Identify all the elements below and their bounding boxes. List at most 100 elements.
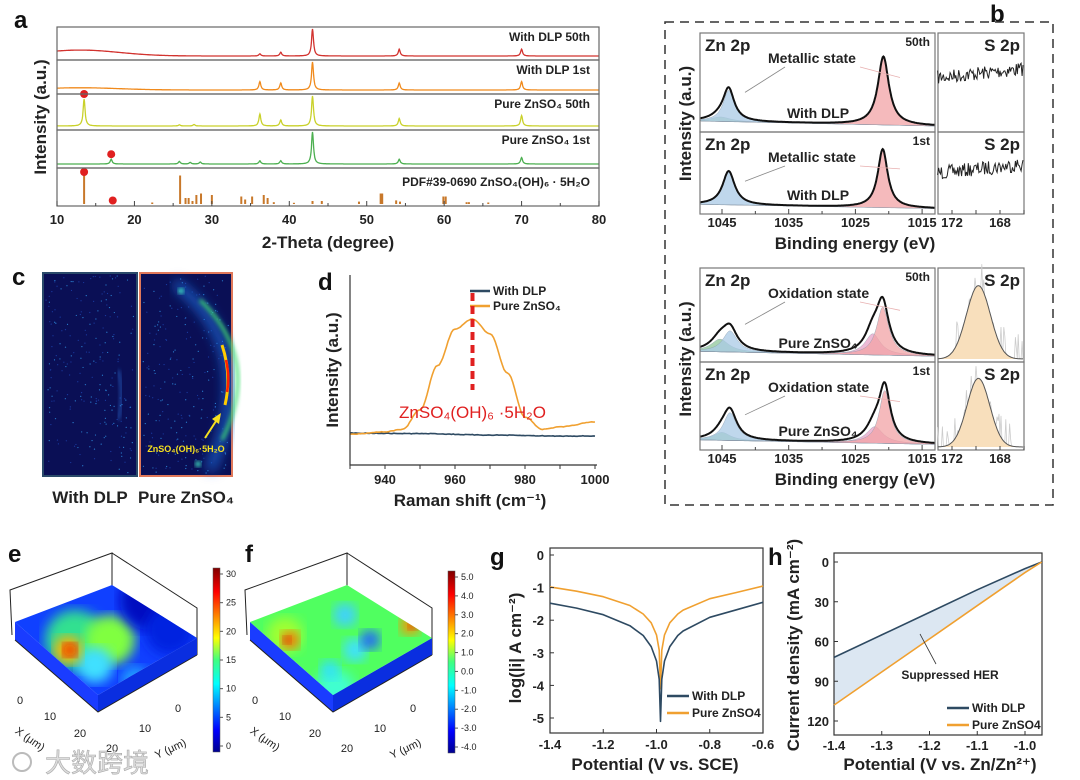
signal-dot bbox=[119, 292, 121, 294]
signal-dot bbox=[99, 276, 101, 278]
y-axis-title: Intensity (a.u.) bbox=[676, 66, 695, 181]
signal-dot bbox=[95, 400, 97, 402]
signal-dot bbox=[202, 439, 204, 441]
signal-dot bbox=[161, 399, 164, 401]
signal-dot bbox=[64, 398, 66, 400]
signal-dot bbox=[57, 364, 59, 366]
panel-letter-a: a bbox=[14, 7, 28, 34]
colorbar-tick-label: 20 bbox=[226, 626, 236, 636]
x-tick-label: 0 bbox=[252, 695, 258, 707]
y-tick-label: -4 bbox=[532, 678, 544, 693]
signal-dot bbox=[118, 446, 121, 448]
signal-dot bbox=[76, 297, 78, 300]
figure-layer: a b c d e f g h With DLP 50th With DLP 1st Pure Zn… bbox=[8, 1, 1054, 778]
signal-dot bbox=[205, 337, 208, 339]
legend-label: With DLP bbox=[692, 689, 745, 703]
signal-dot bbox=[49, 387, 51, 389]
panel-letter-c: c bbox=[12, 264, 25, 291]
signal-dot bbox=[186, 331, 189, 333]
signal-dot bbox=[130, 449, 132, 452]
signal-dot bbox=[105, 423, 107, 425]
signal-dot bbox=[125, 399, 127, 401]
colorbar-tick-label: 3.0 bbox=[461, 610, 474, 620]
signal-dot bbox=[176, 359, 178, 361]
signal-dot bbox=[80, 300, 82, 302]
signal-dot bbox=[100, 300, 102, 302]
signal-dot bbox=[155, 467, 157, 469]
signal-dot bbox=[103, 291, 105, 293]
signal-dot bbox=[51, 400, 53, 402]
signal-dot bbox=[218, 358, 220, 360]
y-tick-label: 90 bbox=[815, 674, 829, 689]
signal-dot bbox=[104, 417, 106, 420]
xps-component-fill bbox=[700, 390, 935, 445]
signal-dot bbox=[174, 446, 176, 448]
state-annotation: Oxidation state bbox=[768, 285, 869, 301]
xrd-series-line bbox=[57, 131, 599, 165]
signal-dot bbox=[95, 403, 97, 405]
xrd-series-label: Pure ZnSO₄ 50th bbox=[494, 97, 590, 111]
x-axis-title: Raman shift (cm⁻¹) bbox=[394, 491, 547, 510]
signal-dot bbox=[72, 280, 74, 283]
signal-dot bbox=[121, 455, 123, 457]
xrd-series-line bbox=[57, 61, 599, 91]
signal-dot bbox=[148, 368, 150, 370]
signal-dot bbox=[125, 426, 127, 428]
signal-dot bbox=[113, 422, 115, 425]
signal-dot bbox=[208, 281, 210, 284]
signal-dot bbox=[157, 398, 159, 401]
signal-dot bbox=[158, 297, 161, 299]
signal-dot bbox=[89, 363, 91, 365]
signal-dot bbox=[193, 321, 195, 323]
signal-dot bbox=[152, 397, 154, 399]
signal-dot bbox=[70, 361, 72, 363]
colorbar-tick-label: -2.0 bbox=[461, 704, 477, 714]
signal-dot bbox=[197, 470, 199, 472]
signal-dot bbox=[222, 391, 224, 393]
state-annotation: Metallic state bbox=[768, 149, 856, 165]
signal-dot bbox=[213, 345, 215, 347]
signal-dot bbox=[186, 391, 188, 394]
signal-dot bbox=[201, 409, 203, 411]
signal-dot bbox=[160, 295, 162, 297]
signal-dot bbox=[120, 420, 122, 422]
signal-dot bbox=[94, 275, 96, 278]
s-2p-peak-fill bbox=[937, 378, 1024, 447]
signal-dot bbox=[113, 405, 115, 407]
signal-dot bbox=[146, 367, 148, 369]
signal-dot bbox=[143, 301, 145, 304]
signal-dot bbox=[88, 351, 90, 353]
signal-dot bbox=[191, 468, 193, 470]
signal-dot bbox=[198, 398, 200, 400]
signal-dot bbox=[213, 368, 215, 371]
signal-dot bbox=[64, 346, 67, 348]
panel-letter-g: g bbox=[490, 544, 505, 571]
signal-dot bbox=[94, 434, 97, 436]
signal-dot bbox=[197, 350, 199, 352]
signal-dot bbox=[181, 373, 183, 376]
x-tick-label: 1015 bbox=[908, 215, 937, 230]
signal-dot bbox=[155, 420, 157, 422]
xrd-series-label: With DLP 1st bbox=[516, 63, 590, 77]
signal-dot bbox=[157, 324, 159, 326]
colorbar-tick-label: 5.0 bbox=[461, 572, 474, 582]
signal-dot bbox=[90, 277, 92, 280]
signal-dot bbox=[108, 306, 111, 309]
annotation-leader bbox=[859, 66, 901, 78]
colorbar-tick-label: -3.0 bbox=[461, 723, 477, 733]
colorbar-tick-label: 4.0 bbox=[461, 591, 474, 601]
sample-label: With DLP bbox=[787, 105, 849, 121]
signal-dot bbox=[112, 385, 114, 388]
panel-letter-d: d bbox=[318, 269, 333, 296]
signal-dot bbox=[75, 314, 77, 317]
x-tick-label: -1.4 bbox=[823, 738, 846, 753]
signal-dot bbox=[203, 457, 205, 459]
signal-dot bbox=[69, 408, 71, 410]
signal-dot bbox=[65, 365, 67, 368]
signal-dot bbox=[64, 329, 67, 331]
signal-dot bbox=[80, 357, 82, 359]
signal-dot bbox=[99, 384, 101, 386]
signal-dot bbox=[54, 321, 56, 323]
signal-dot bbox=[91, 439, 93, 442]
signal-dot bbox=[149, 441, 151, 443]
